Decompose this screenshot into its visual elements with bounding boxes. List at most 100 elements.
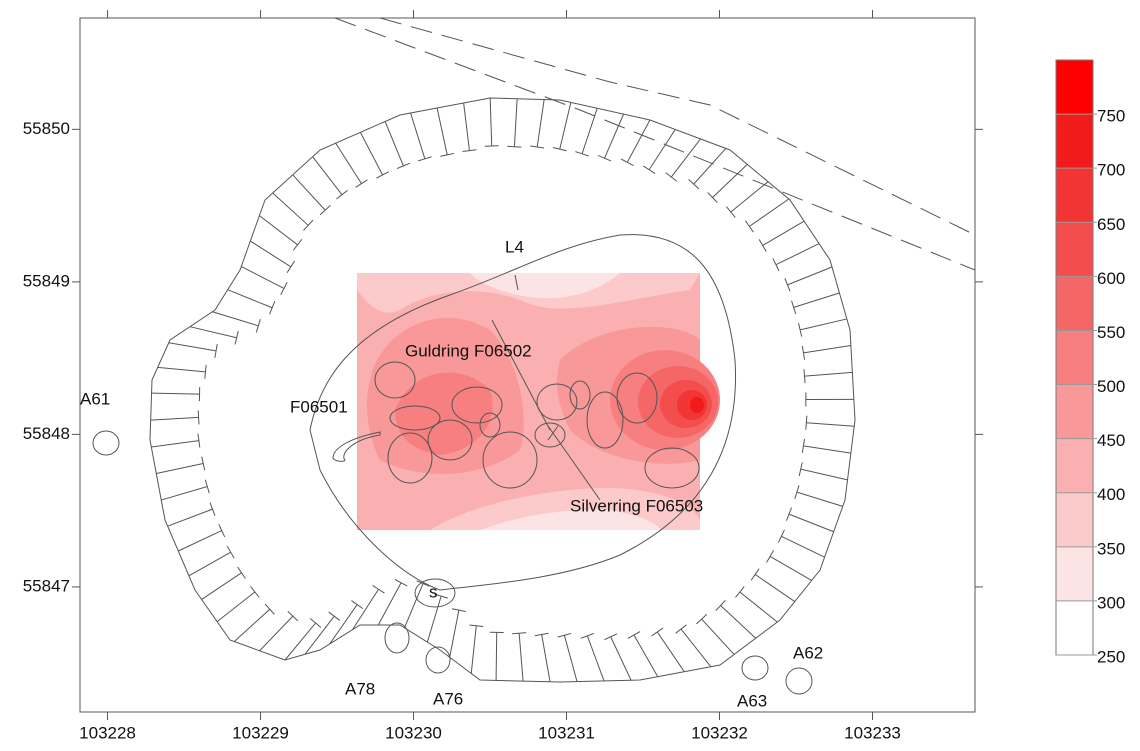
hachure-tip	[801, 345, 805, 360]
hachure	[212, 311, 259, 327]
hachure	[463, 102, 470, 151]
hachure	[563, 635, 578, 682]
hachure-tip	[534, 632, 549, 637]
hachure	[161, 485, 208, 501]
y-tick-label: 55849	[23, 271, 70, 290]
hachure-tip	[557, 632, 572, 638]
hachure	[670, 138, 701, 178]
stones	[92, 361, 813, 695]
hachure	[788, 513, 834, 533]
hachure	[384, 121, 404, 167]
hachure-tip	[766, 550, 775, 563]
hachure-tip	[451, 608, 466, 612]
x-tick-label: 103233	[844, 723, 901, 742]
hachure	[800, 468, 848, 481]
hachure	[793, 292, 840, 308]
hachure	[803, 344, 851, 354]
hachure-tip	[794, 485, 800, 499]
hachure	[730, 181, 769, 213]
hachure	[410, 112, 426, 159]
hachure-tip	[750, 568, 760, 581]
hachure-tip	[255, 318, 261, 333]
hachure-tip	[805, 415, 808, 430]
colorbar-label: 250	[1097, 647, 1125, 666]
hachure-tip	[688, 179, 700, 190]
hachure	[693, 148, 727, 185]
annotation: s	[429, 582, 438, 601]
hachure-tip	[355, 179, 368, 188]
hachure	[403, 583, 424, 628]
hachure-tip	[396, 162, 411, 170]
hachure-tip	[642, 165, 656, 174]
hachure-tip	[512, 632, 527, 635]
colorbar-label: 400	[1097, 485, 1125, 504]
hachure-tip	[469, 624, 484, 627]
hachure-tip	[234, 330, 239, 345]
colorbar-label: 450	[1097, 431, 1125, 450]
annotation: A61	[80, 389, 110, 408]
colorbar-band	[1056, 438, 1093, 493]
hachure-tip	[287, 610, 299, 622]
hachure-tip	[440, 152, 455, 157]
hachure-tip	[434, 593, 448, 599]
colorbar-label: 550	[1097, 323, 1125, 342]
annotation: A76	[433, 689, 463, 708]
hachure	[272, 192, 309, 226]
hachure-tip	[462, 149, 477, 152]
hachure	[426, 595, 442, 643]
hachure	[796, 491, 843, 507]
dashed-line	[379, 17, 976, 236]
hachure-tip	[204, 364, 207, 379]
hachure	[470, 625, 477, 674]
y-tick-label: 55847	[23, 576, 70, 595]
hachure-tip	[237, 566, 246, 579]
hachure	[233, 608, 271, 642]
contour-band	[480, 509, 660, 530]
hachure-tip	[580, 632, 595, 639]
hachure-tip	[696, 613, 708, 625]
colorbar-band	[1056, 492, 1093, 547]
colorbar-label: 500	[1097, 377, 1125, 396]
contour-band	[690, 397, 704, 413]
hachure	[739, 591, 778, 623]
hachure-tip	[280, 282, 288, 295]
colorbar-band	[1056, 276, 1093, 331]
hachure	[495, 632, 498, 681]
colorbar-band	[1056, 60, 1093, 115]
hachure	[312, 156, 343, 196]
annotation: A62	[793, 643, 823, 662]
hachure-tip	[372, 585, 385, 594]
hachure-tip	[735, 586, 745, 598]
annotation: Guldring F06502	[405, 341, 532, 360]
hachure	[241, 266, 285, 289]
hachure-tip	[250, 586, 260, 598]
hachure	[680, 628, 712, 668]
hachure-tip	[286, 260, 296, 274]
hachure-tip	[197, 433, 201, 448]
hachure-tip	[197, 410, 200, 425]
hachure-tip	[726, 206, 736, 218]
colorbar-band	[1056, 222, 1093, 277]
dashed-line	[334, 17, 976, 271]
hachure-tip	[575, 151, 589, 157]
hachure	[781, 535, 825, 558]
colorbar-band	[1056, 114, 1093, 169]
hachure-tip	[798, 462, 803, 477]
hachure	[167, 508, 213, 527]
annotation: L4	[505, 237, 524, 256]
hachure-tip	[803, 369, 806, 384]
annotation: F06501	[290, 397, 348, 416]
hachure	[216, 591, 256, 622]
annotation: A63	[737, 691, 767, 710]
hachure-tip	[675, 624, 687, 634]
hachure	[775, 243, 820, 266]
hachure	[436, 107, 448, 156]
colorbar-band	[1056, 384, 1093, 439]
hachure-tip	[758, 239, 767, 252]
hachure	[604, 113, 625, 159]
x-tick-label: 103231	[538, 723, 595, 742]
hachure-tip	[416, 580, 430, 587]
hachure	[151, 392, 200, 395]
x-tick-label: 103229	[232, 723, 289, 742]
